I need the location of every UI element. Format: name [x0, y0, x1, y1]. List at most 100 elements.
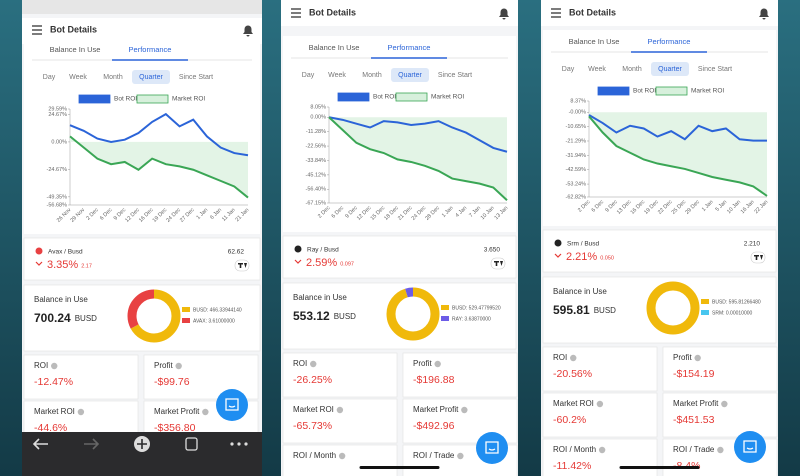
- balance-label: Balance in Use: [293, 293, 347, 302]
- pair-price: 2.210: [744, 241, 761, 248]
- y-tick-label: -31.94%: [566, 153, 587, 159]
- period-button[interactable]: Quarter: [398, 72, 422, 79]
- info-icon[interactable]: [717, 446, 724, 454]
- stat-label: Market Profit: [673, 399, 719, 408]
- chat-button[interactable]: [734, 431, 766, 463]
- period-button[interactable]: Quarter: [139, 74, 163, 81]
- info-icon[interactable]: [77, 408, 85, 416]
- stat-value: -65.73%: [293, 420, 332, 432]
- stat-value: -$99.76: [154, 376, 190, 388]
- stat-card: [662, 392, 778, 438]
- info-icon[interactable]: [175, 362, 182, 370]
- legend-label: Bot ROI: [114, 96, 137, 103]
- period-button[interactable]: Day: [43, 74, 56, 81]
- stat-value: -8.4%: [673, 460, 700, 472]
- period-button[interactable]: Since Start: [179, 74, 213, 81]
- tab[interactable]: Performance: [129, 45, 172, 54]
- info-icon[interactable]: [461, 406, 468, 414]
- tradingview-logo: [754, 255, 763, 260]
- tradingview-icon: [490, 257, 506, 270]
- new-tab-plus: [137, 439, 147, 449]
- down-chevron: [35, 261, 43, 266]
- info-icon[interactable]: [51, 362, 58, 370]
- info-icon[interactable]: [598, 446, 606, 454]
- screen-content: Bot Details Balance In Use Performance Day W…: [22, 0, 262, 476]
- y-tick-label: -53.24%: [566, 182, 587, 188]
- tab[interactable]: Balance In Use: [50, 45, 101, 54]
- pair-card: [282, 235, 517, 279]
- period-button[interactable]: Since Start: [438, 72, 472, 79]
- legend-swatch: [655, 86, 688, 96]
- balance-label: Balance in Use: [34, 295, 88, 304]
- y-tick-label: 8.37%: [570, 98, 586, 104]
- stat-value: -11.42%: [553, 460, 591, 472]
- stat-label: ROI / Trade: [413, 451, 455, 460]
- chat-button[interactable]: [216, 389, 248, 421]
- tab[interactable]: Performance: [388, 43, 431, 52]
- legend-swatch: [597, 86, 630, 96]
- bell-icon[interactable]: [499, 8, 509, 20]
- info-icon[interactable]: [596, 400, 604, 408]
- period-button[interactable]: Since Start: [698, 66, 732, 73]
- period-button[interactable]: Month: [362, 72, 382, 79]
- period-button[interactable]: Day: [302, 72, 315, 79]
- pair-change: 2.21%: [566, 251, 597, 263]
- pair-change: 3.35%: [47, 259, 78, 271]
- tab[interactable]: Balance In Use: [309, 43, 360, 52]
- period-button[interactable]: Day: [562, 66, 575, 73]
- stat-value: -$492.96: [413, 420, 455, 432]
- y-tick-label: -22.56%: [306, 144, 327, 150]
- info-icon[interactable]: [570, 354, 577, 362]
- pair-change-abs: 0.097: [340, 261, 354, 267]
- info-icon[interactable]: [457, 452, 464, 460]
- bell-icon[interactable]: [243, 25, 253, 37]
- screen-content: Bot Details Balance In Use Performance Day W…: [281, 0, 518, 476]
- y-tick-label: -42.59%: [566, 167, 587, 173]
- back-button[interactable]: [32, 438, 48, 450]
- y-tick-label: 24.67%: [48, 112, 67, 118]
- chat-icon: [225, 398, 239, 411]
- stat-value: -60.2%: [553, 414, 586, 426]
- tab[interactable]: Performance: [648, 37, 691, 46]
- info-icon[interactable]: [202, 408, 209, 416]
- more-button[interactable]: [244, 442, 248, 446]
- period-button[interactable]: Week: [328, 72, 346, 79]
- period-active-bg: [651, 62, 689, 76]
- stat-value: -$196.88: [413, 374, 455, 386]
- info-icon[interactable]: [336, 406, 344, 414]
- market-area: [70, 136, 248, 198]
- pair-change-abs: 0.050: [600, 255, 614, 261]
- tradingview-logo: [494, 261, 503, 266]
- stat-label: Profit: [154, 361, 173, 370]
- period-button[interactable]: Week: [588, 66, 606, 73]
- period-button[interactable]: Month: [103, 74, 123, 81]
- chat-button[interactable]: [476, 432, 508, 464]
- header-bg: [541, 0, 778, 26]
- stat-card: [282, 444, 398, 476]
- info-icon[interactable]: [434, 360, 441, 368]
- pair-name: Ray / Busd: [307, 247, 339, 254]
- donut-legend-label: BUSD: 466.33944140: [193, 307, 242, 313]
- legend-label: Bot ROI: [633, 88, 656, 95]
- info-icon[interactable]: [338, 452, 346, 460]
- coin-icon: [554, 239, 562, 247]
- period-button[interactable]: Quarter: [658, 66, 682, 73]
- forward-button[interactable]: [84, 438, 100, 450]
- pair-name: Avax / Busd: [48, 249, 83, 256]
- bell-icon[interactable]: [759, 8, 769, 20]
- tabs-button[interactable]: [185, 437, 198, 451]
- period-button[interactable]: Month: [622, 66, 642, 73]
- series-line: [69, 112, 249, 157]
- pair-card: [23, 237, 261, 281]
- phone-screen: Bot Details Balance In Use Performance Day W…: [281, 0, 518, 476]
- more-button[interactable]: [230, 442, 234, 446]
- more-button[interactable]: [237, 442, 241, 446]
- info-icon[interactable]: [721, 400, 728, 408]
- legend-label: Bot ROI: [373, 94, 396, 101]
- info-icon[interactable]: [694, 354, 701, 362]
- period-button[interactable]: Week: [69, 74, 87, 81]
- stat-value: -26.25%: [293, 374, 332, 386]
- info-icon[interactable]: [310, 360, 317, 368]
- tab[interactable]: Balance In Use: [569, 37, 620, 46]
- donut-segment: [386, 287, 440, 341]
